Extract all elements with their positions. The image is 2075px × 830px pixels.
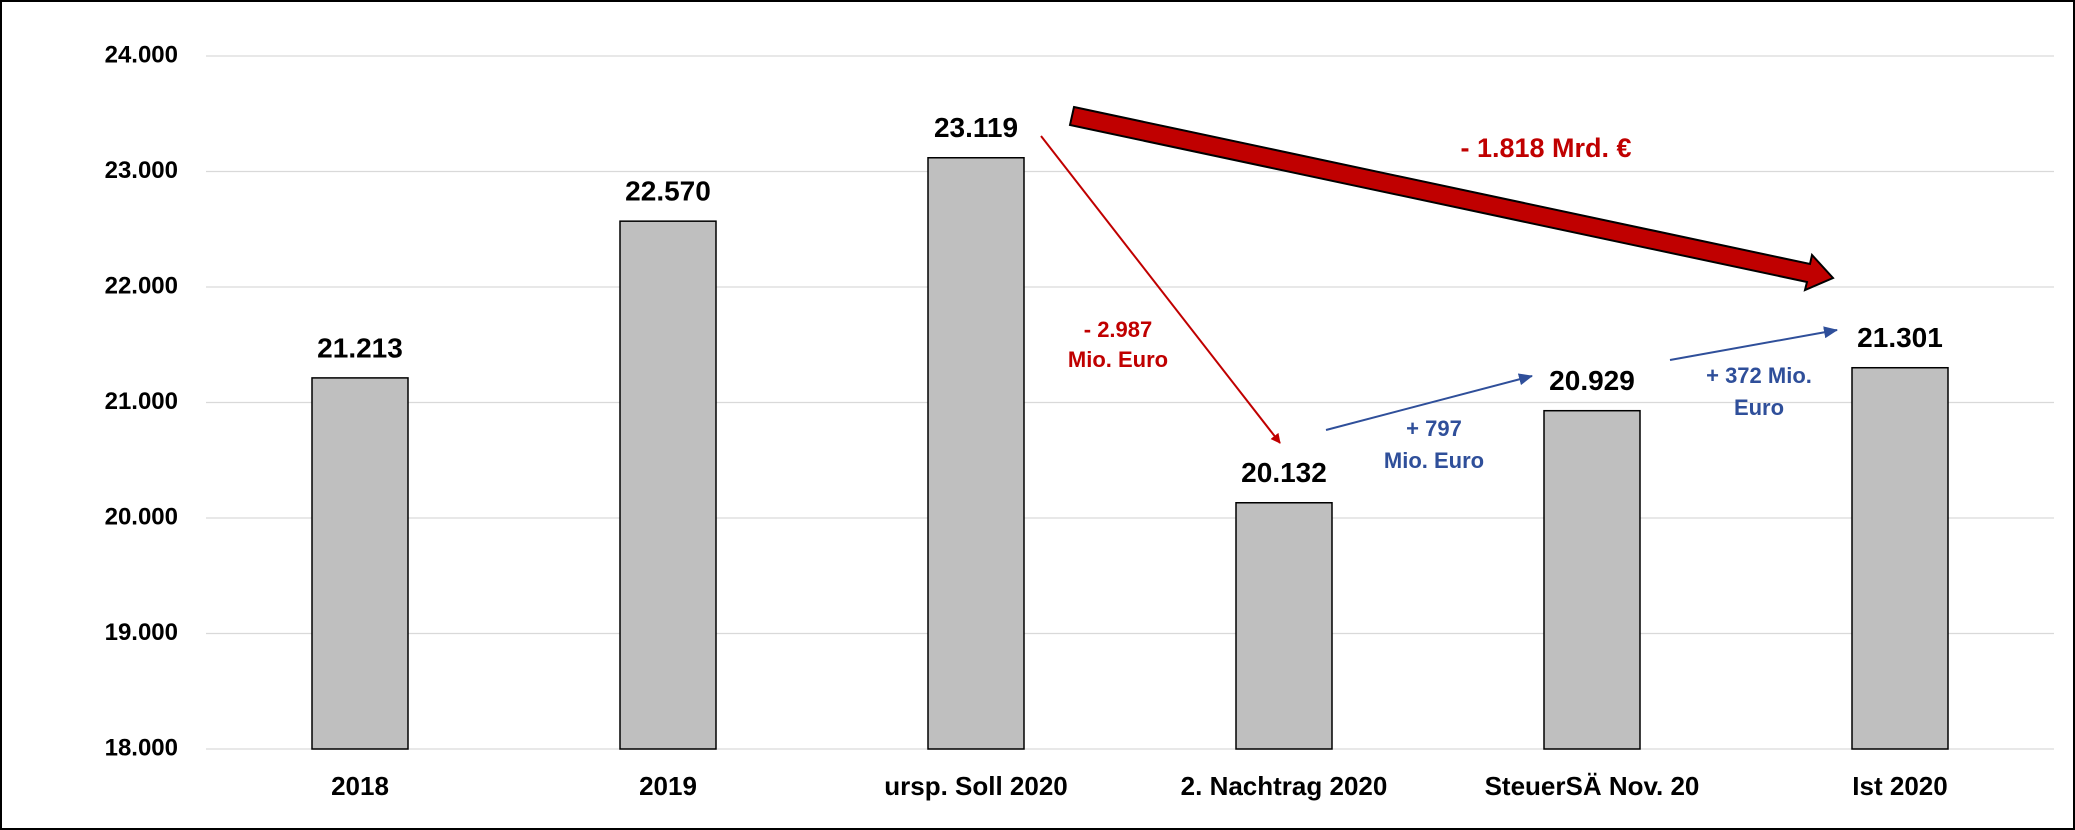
x-tick-label: 2. Nachtrag 2020: [1181, 771, 1388, 801]
y-tick-label: 18.000: [105, 734, 178, 761]
bar: [619, 220, 717, 750]
value-label: 22.570: [625, 176, 711, 207]
y-tick-label: 22.000: [105, 272, 178, 299]
x-tick-label: 2019: [639, 771, 697, 801]
grid: 18.000 19.000 20.000 21.000 22.000 23.000 24.0…: [105, 41, 2054, 761]
x-tick-label: ursp. Soll 2020: [884, 771, 1068, 801]
annotation: Mio. Euro: [1384, 448, 1484, 473]
annotation: + 797: [1406, 416, 1462, 441]
value-label: 20.929: [1549, 365, 1635, 396]
y-tick-label: 19.000: [105, 619, 178, 646]
value-label: 21.301: [1857, 322, 1943, 353]
value-label: 23.119: [934, 112, 1018, 143]
value-label: 20.132: [1241, 457, 1327, 488]
annotation: - 2.987: [1084, 317, 1153, 342]
big-arrow: [1068, 105, 1835, 292]
x-tick-label: SteuerSÄ Nov. 20: [1485, 771, 1700, 801]
bar: [1235, 502, 1333, 750]
y-tick-label: 23.000: [105, 157, 178, 184]
annotations: - 1.818 Mrd. € - 2.987 Mio. Euro + 797 Mio. …: [1068, 133, 1812, 473]
x-tick-label: 2018: [331, 771, 389, 801]
y-tick-label: 24.000: [105, 41, 178, 68]
decrease-arrow: [1040, 135, 1281, 444]
increase-arrow: [1325, 373, 1533, 431]
bars: 2018 21.213 2019 22.570 ursp. Soll 2020 23.11…: [311, 112, 1949, 801]
bar: [311, 377, 409, 750]
annotation: Mio. Euro: [1068, 347, 1168, 372]
annotation: - 1.818 Mrd. €: [1460, 133, 1631, 163]
value-label: 21.213: [317, 332, 403, 363]
bar: [927, 157, 1025, 750]
y-tick-label: 20.000: [105, 503, 178, 530]
y-tick-label: 21.000: [105, 388, 178, 415]
x-tick-label: Ist 2020: [1852, 771, 1947, 801]
bar: [1543, 409, 1641, 750]
annotation: Euro: [1734, 395, 1784, 420]
increase-arrow: [1669, 326, 1838, 361]
bar: [1851, 366, 1949, 750]
annotation: + 372 Mio.: [1706, 363, 1812, 388]
